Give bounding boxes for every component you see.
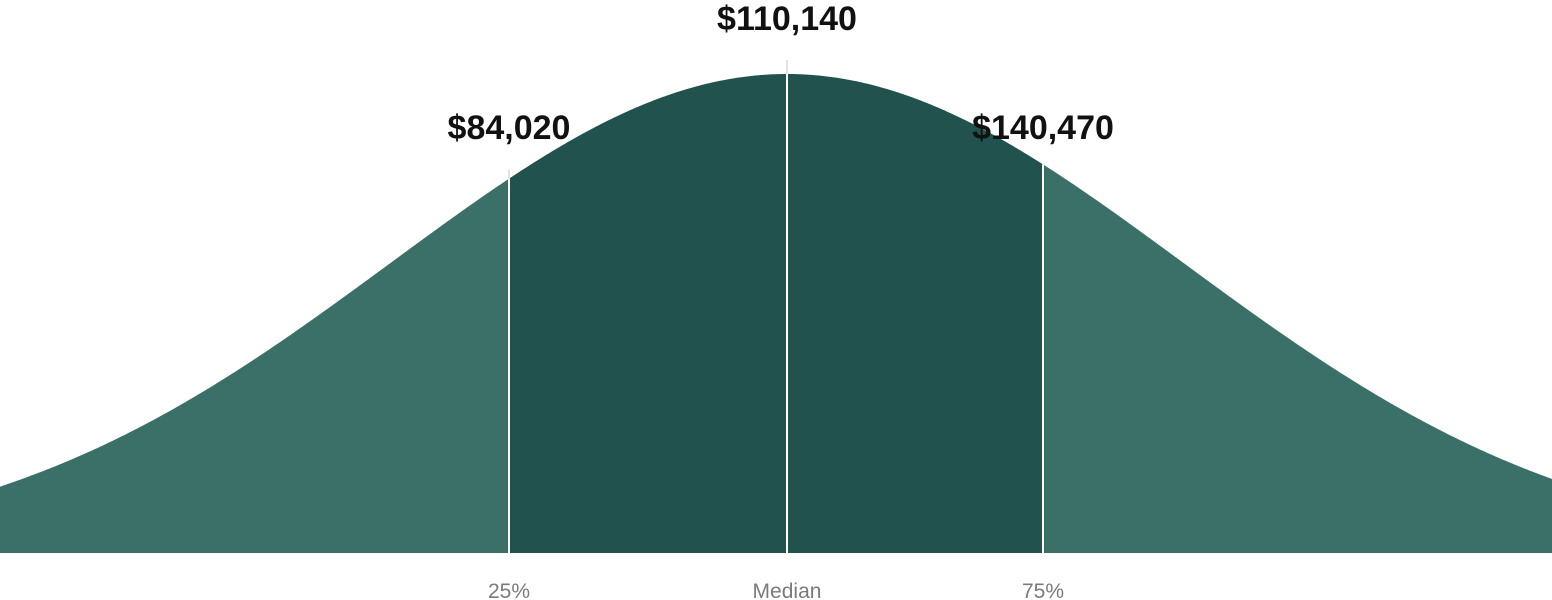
distribution-left-tail: [0, 178, 509, 553]
p25-tick-label: 25%: [488, 580, 530, 600]
distribution-right-tail: [1043, 164, 1552, 553]
distribution-middle-band: [509, 74, 1043, 553]
median-value-label: $110,140: [717, 0, 857, 38]
p25-value-label: $84,020: [448, 109, 571, 147]
median-tick-label: Median: [753, 580, 822, 600]
p75-value-label: $140,470: [972, 109, 1114, 147]
p75-tick-label: 75%: [1022, 580, 1064, 600]
